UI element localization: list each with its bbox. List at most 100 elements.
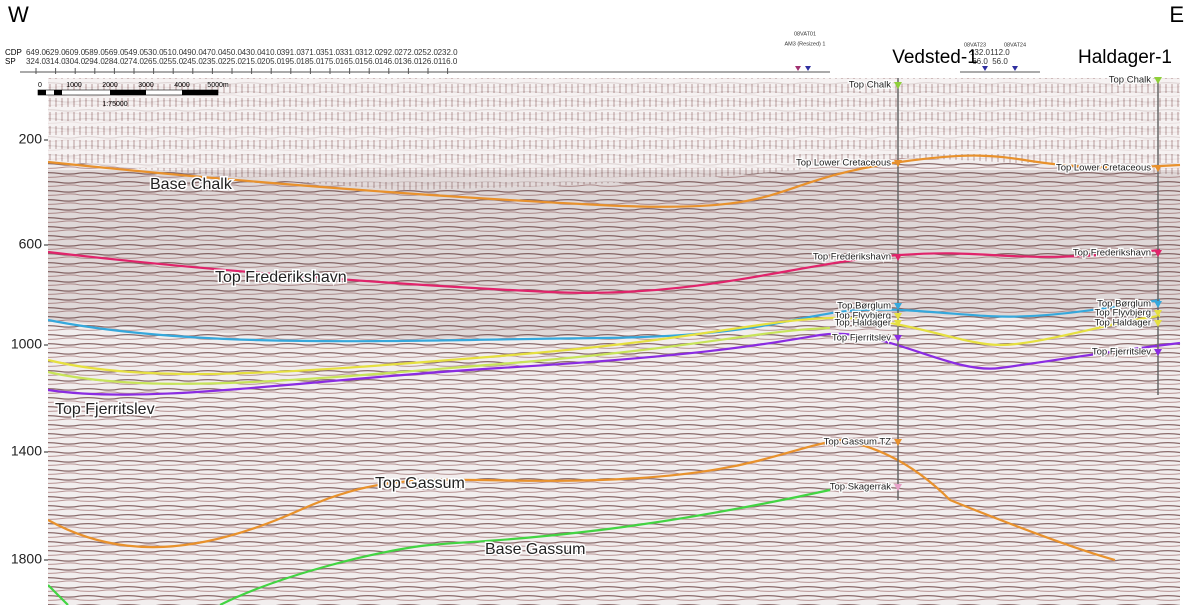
well-marker (894, 335, 902, 342)
cdp-label: 629.0 (46, 48, 67, 57)
well-name: Vedsted-1 (892, 47, 978, 68)
horizon-base-gassum-left (47, 584, 69, 606)
well-marker (1154, 77, 1162, 84)
well-marker-label: Top Flyvbjerg (835, 311, 892, 322)
horizon-base-gassum (219, 488, 831, 606)
well-marker-label: Top Børglum (837, 301, 891, 312)
cdp-label: 649.0 (26, 48, 47, 57)
well-marker-label: Top Skagerrak (830, 482, 892, 493)
sp-label: 116.0 (438, 57, 458, 66)
row-label: SP (5, 57, 16, 66)
well-marker (1154, 165, 1162, 172)
well-marker (1154, 301, 1162, 308)
cdp-label: 589.0 (85, 48, 106, 57)
well-marker-label: Top Chalk (849, 80, 891, 91)
scale-bar (37, 89, 219, 96)
sp-label: 56.0 (992, 57, 1008, 66)
horizon-borglum (47, 298, 1161, 343)
well-name: Haldager-1 (1078, 47, 1172, 68)
well-marker (894, 484, 902, 491)
cdp-label: 470.0 (202, 48, 223, 57)
cdp-label: 132.0 (970, 48, 991, 57)
horizon-label: Base Gassum (485, 541, 585, 558)
sp-label: 175.0 (320, 57, 341, 66)
sp-label: 126.0 (418, 57, 439, 66)
well-marker (894, 320, 902, 327)
sp-label: 165.0 (340, 57, 361, 66)
sp-label: 245.0 (183, 57, 204, 66)
cdp-label: 351.0 (320, 48, 341, 57)
well-marker-label: Top Frederikshavn (1073, 248, 1151, 259)
horizon-gassum (47, 438, 1116, 562)
depth-label: 1000 (11, 336, 42, 352)
well-marker-label: Top Lower Cretaceous (1056, 163, 1151, 174)
cdp-label: 609.0 (65, 48, 86, 57)
tie-line-label: 08VAT24 (1004, 42, 1026, 48)
sp-label: 66.0 (972, 57, 988, 66)
sp-label: 265.0 (144, 57, 165, 66)
well-marker (1154, 250, 1162, 257)
horizon-label: Base Chalk (150, 176, 233, 193)
cdp-label: 549.0 (124, 48, 145, 57)
well-marker (894, 439, 902, 446)
well-marker (894, 160, 902, 167)
sp-label: 324.0 (26, 57, 47, 66)
sp-label: 146.0 (379, 57, 400, 66)
east-label: E (1169, 2, 1184, 27)
cdp-label: 569.0 (104, 48, 125, 57)
sp-label: 136.0 (398, 57, 419, 66)
horizon-label: Top Gassum (375, 475, 465, 492)
sp-label: 156.0 (359, 57, 380, 66)
depth-label: 1800 (11, 551, 42, 567)
sp-label: 255.0 (163, 57, 184, 66)
depth-label: 200 (19, 131, 43, 147)
tie-marker (1012, 66, 1018, 71)
horizon-frederikshavn (47, 248, 1161, 294)
cdp-label: 232.0 (438, 48, 459, 57)
scale-ratio: 1:75000 (102, 101, 127, 108)
horizons (47, 154, 1181, 606)
well-marker-label: Top Haldager (1094, 318, 1151, 329)
well-marker (894, 313, 902, 320)
upper-noise (48, 78, 1180, 190)
sp-label: 225.0 (222, 57, 243, 66)
tie-marker (805, 66, 811, 71)
well-marker-label: Top Gassum TZ (824, 437, 892, 448)
cdp-label: 450.0 (222, 48, 243, 57)
tie-marker (982, 66, 988, 71)
well-marker (894, 254, 902, 261)
tie-line-label: 08VAT01 (794, 31, 816, 37)
cdp-label: 490.0 (183, 48, 204, 57)
cdp-label: 371.0 (300, 48, 321, 57)
well-marker (1154, 320, 1162, 327)
sp-label: 314.0 (46, 57, 67, 66)
sp-label: 284.0 (104, 57, 125, 66)
scale-tick: 4000 (174, 82, 190, 89)
cdp-label: 410.0 (261, 48, 282, 57)
well-marker (894, 82, 902, 89)
horizon-haldager (47, 314, 1161, 376)
sp-label: 205.0 (261, 57, 282, 66)
well-marker-label: Top Chalk (1109, 75, 1151, 86)
horizon-flyvbjerg (47, 326, 831, 385)
well-marker-label: Top Flyvbjerg (1095, 308, 1152, 319)
scale-tick: 0 (38, 82, 42, 89)
well-marker-label: Top Fjerritslev (832, 333, 891, 344)
tie-line-label: 08VAT23 (964, 42, 986, 48)
cdp-label: 430.0 (242, 48, 263, 57)
well-marker-label: Top Fjerritslev (1092, 347, 1151, 358)
sp-label: 235.0 (202, 57, 223, 66)
well-marker (894, 303, 902, 310)
scale-tick: 1000 (66, 82, 82, 89)
cdp-label: 331.0 (340, 48, 361, 57)
horizon-label: Top Frederikshavn (215, 269, 347, 286)
axis-band (0, 78, 48, 605)
row-label: CDP (5, 48, 22, 57)
sp-label: 195.0 (281, 57, 302, 66)
depth-label: 1400 (11, 443, 42, 459)
sp-label: 304.0 (65, 57, 86, 66)
west-label: W (8, 2, 29, 27)
depth-label: 600 (19, 236, 43, 252)
well-marker-label: Top Lower Cretaceous (796, 158, 891, 169)
cdp-label: 530.0 (144, 48, 165, 57)
